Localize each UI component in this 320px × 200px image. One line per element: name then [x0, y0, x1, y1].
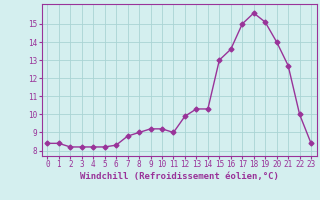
X-axis label: Windchill (Refroidissement éolien,°C): Windchill (Refroidissement éolien,°C): [80, 172, 279, 181]
